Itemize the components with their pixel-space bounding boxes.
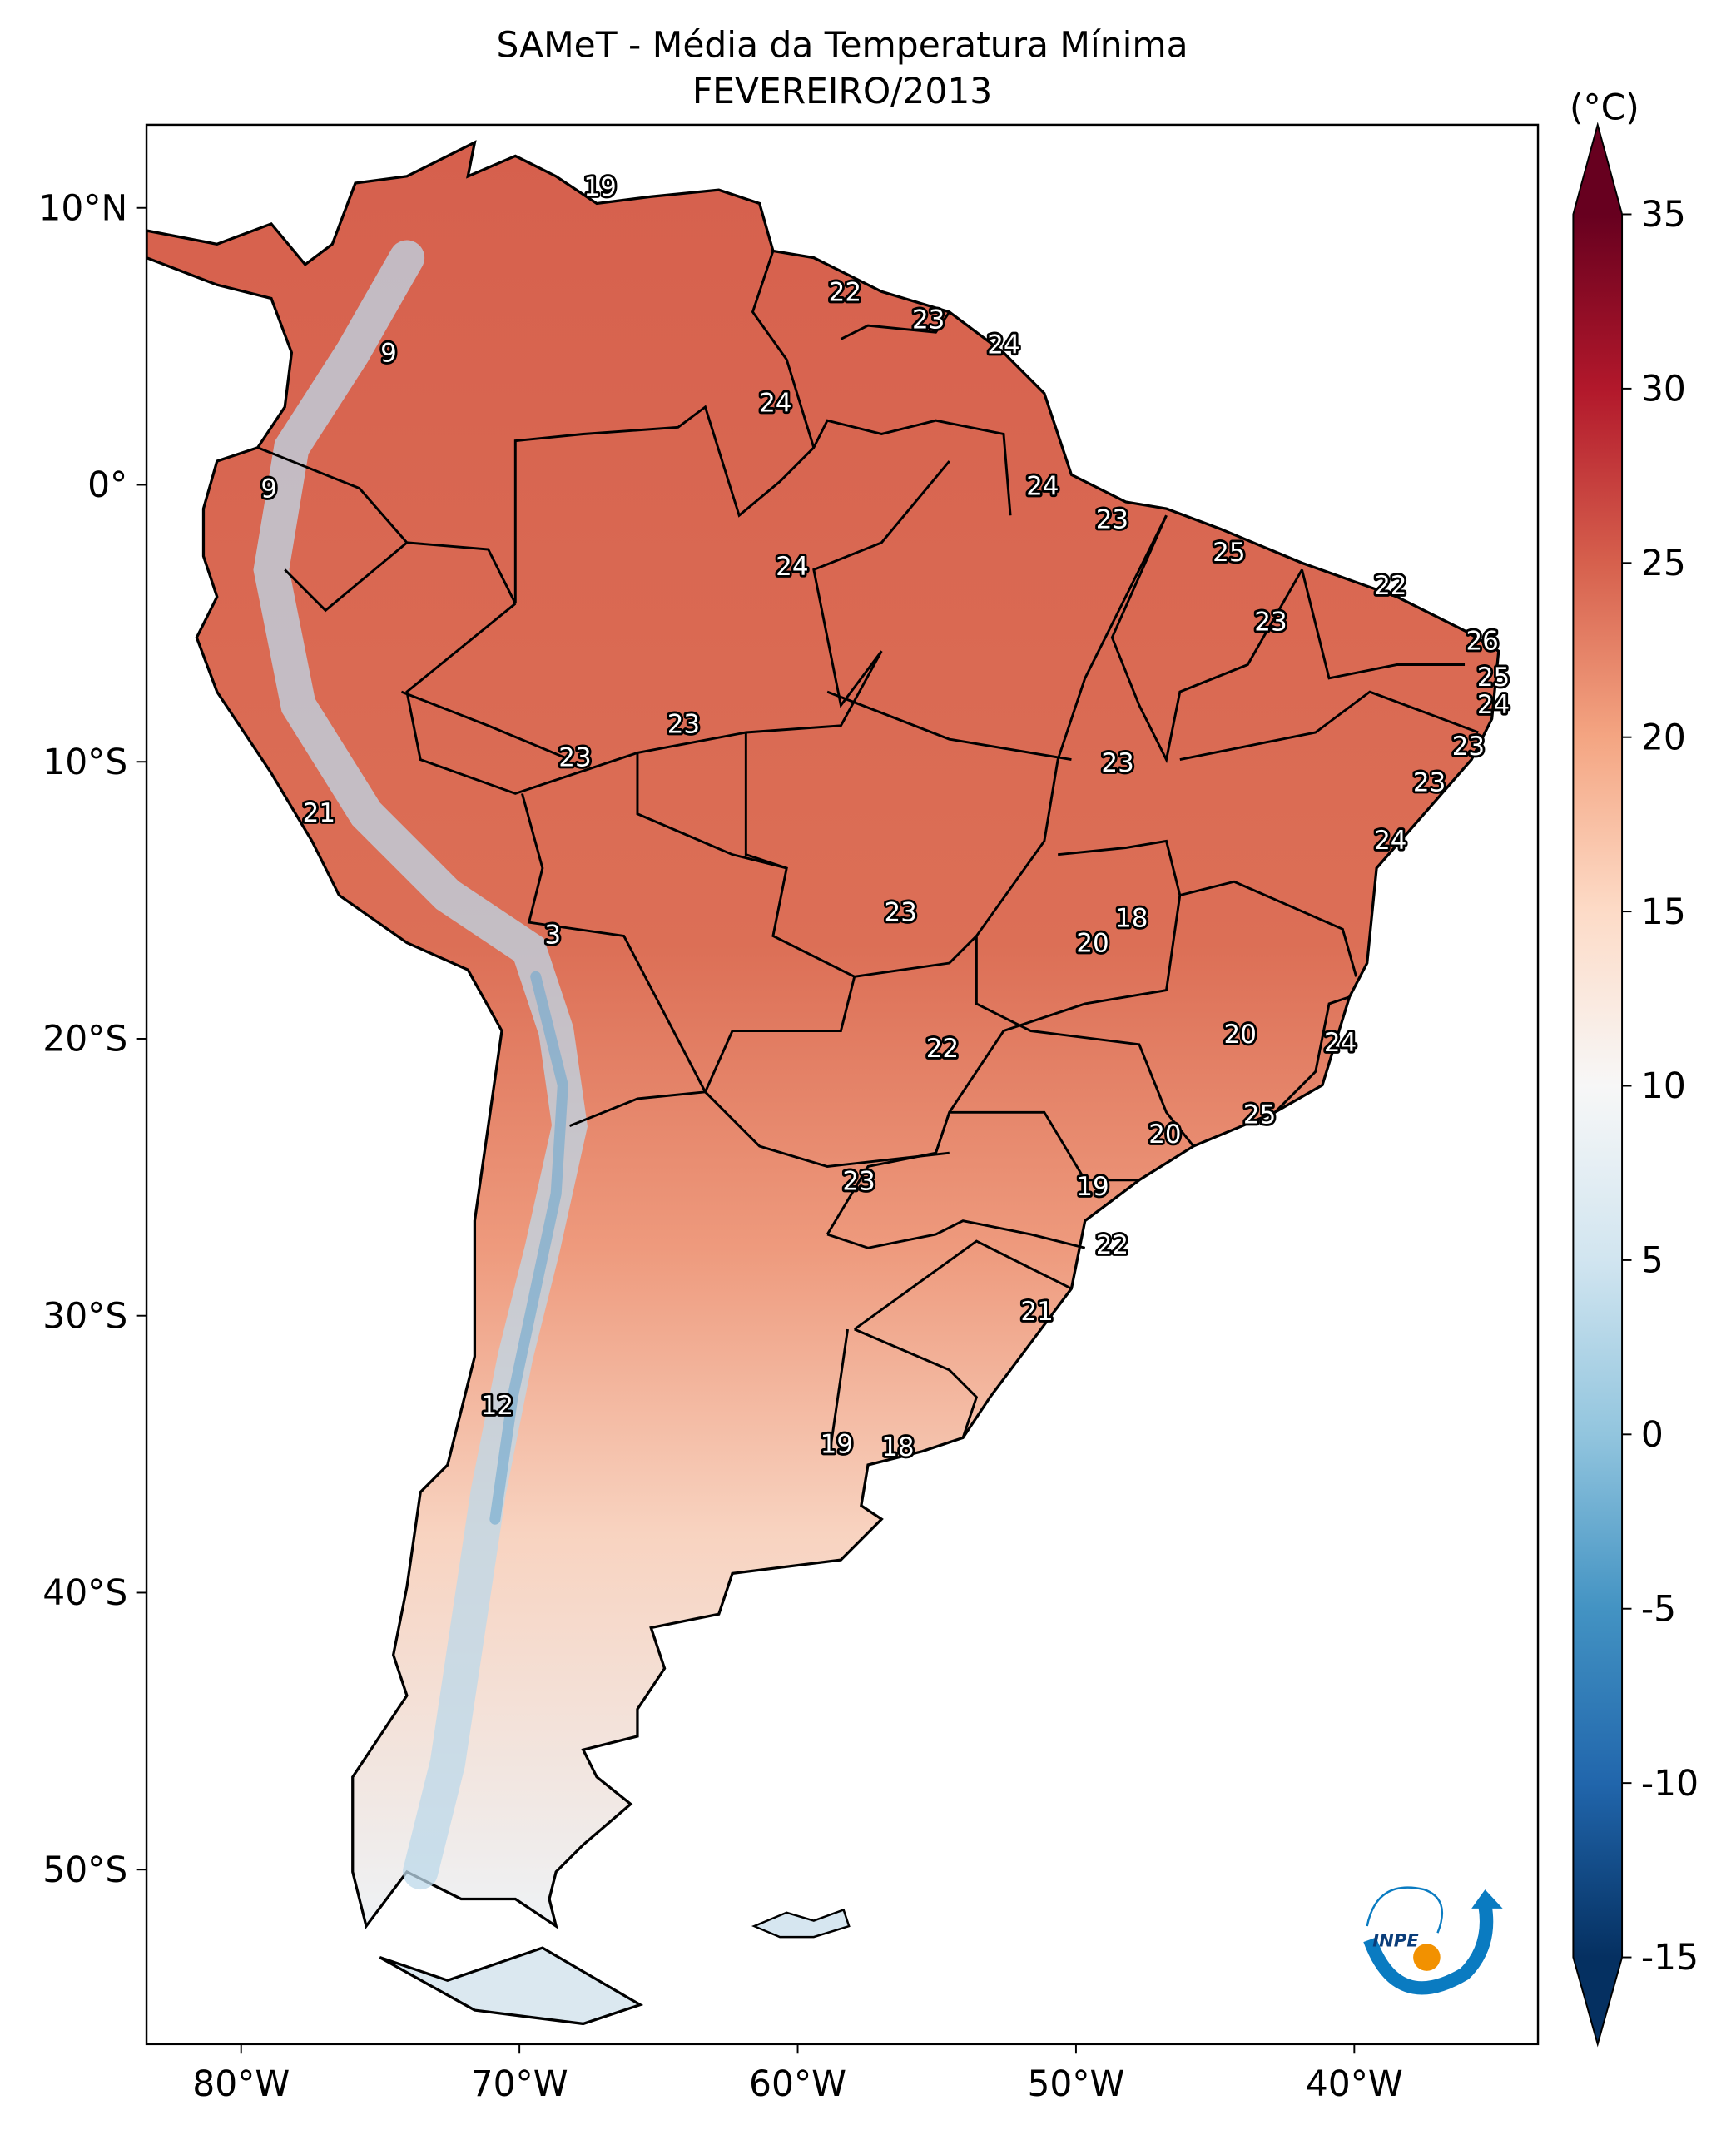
y-tick-label: 10°S: [42, 742, 127, 782]
colorbar: (°C) 35 30 25 20 15 10 5 0 -5 -10 -15: [1570, 87, 1699, 2048]
south-america-land: [146, 140, 1500, 1929]
station-label: 23: [1101, 748, 1133, 778]
station-label: 24: [1477, 690, 1510, 720]
colorbar-unit: (°C): [1570, 87, 1639, 127]
station-label: 24: [987, 330, 1019, 360]
station-label: 23: [1452, 732, 1485, 762]
inpe-logo-sun: [1413, 1944, 1441, 1971]
colorbar-tick-label: -5: [1641, 1588, 1676, 1629]
y-tick-label: 10°N: [38, 187, 127, 228]
y-tick-label: 50°S: [42, 1849, 127, 1890]
station-label: 25: [1477, 663, 1510, 693]
station-label: 23: [1096, 504, 1128, 534]
y-tick-label: 0°: [87, 464, 127, 505]
y-tick-label: 20°S: [42, 1019, 127, 1060]
x-tick-label: 70°W: [471, 2063, 568, 2104]
station-label: 26: [1466, 627, 1498, 657]
colorbar-tick-label: 35: [1641, 194, 1686, 235]
y-tick-label: 30°S: [42, 1295, 127, 1336]
inpe-logo-arrow-icon: [1471, 1889, 1503, 1909]
colorbar-tick-label: 15: [1641, 891, 1686, 932]
map-frame: [145, 123, 1540, 2046]
station-label: 22: [926, 1034, 959, 1064]
inpe-logo-orbit: [1366, 1886, 1444, 1934]
map-title: SAMeT - Média da Temperatura Mínima: [496, 24, 1188, 65]
y-axis-ticks: 10°N 0° 10°S 20°S 30°S 40°S 50°S: [38, 187, 147, 1890]
station-label: 23: [558, 742, 591, 772]
colorbar-min-extend: [1573, 1957, 1623, 2044]
colorbar-tick-label: -15: [1641, 1937, 1699, 1978]
station-label: 24: [776, 552, 808, 582]
colorbar-max-extend: [1573, 124, 1623, 215]
station-label: 23: [912, 305, 945, 335]
station-label: 24: [1026, 471, 1059, 501]
station-label: 20: [1076, 928, 1109, 958]
station-label: 23: [1413, 767, 1446, 797]
colorbar-tick-label: -10: [1641, 1763, 1699, 1804]
political-borders: [257, 251, 1479, 1452]
station-label: 9: [380, 339, 397, 369]
station-label: 20: [1148, 1120, 1181, 1149]
x-tick-label: 50°W: [1027, 2063, 1124, 2104]
colorbar-ticks: 35 30 25 20 15 10 5 0 -5 -10 -15: [1622, 194, 1699, 1978]
station-label: 18: [1115, 903, 1148, 933]
station-label: 18: [881, 1432, 914, 1462]
station-label: 25: [1243, 1100, 1276, 1130]
station-label: 25: [1213, 538, 1245, 568]
colorbar-tick-label: 5: [1641, 1240, 1664, 1281]
y-tick-label: 40°S: [42, 1572, 127, 1613]
colorbar-tick-label: 0: [1641, 1414, 1664, 1455]
tierra-del-fuego: [379, 1946, 644, 2026]
station-label: 23: [667, 709, 700, 739]
station-label: 19: [583, 172, 616, 202]
station-label: 9: [260, 474, 277, 504]
station-label: 19: [1076, 1172, 1109, 1202]
inpe-logo-text: INPE: [1372, 1930, 1419, 1951]
station-label: 22: [1096, 1230, 1128, 1260]
station-label: 24: [759, 388, 791, 418]
x-tick-label: 40°W: [1306, 2063, 1403, 2104]
station-label: 24: [1324, 1028, 1357, 1058]
station-label: 22: [829, 277, 861, 307]
x-tick-label: 60°W: [749, 2063, 846, 2104]
station-label: 21: [303, 798, 335, 828]
colorbar-tick-label: 30: [1641, 369, 1686, 410]
station-label: 20: [1224, 1020, 1257, 1050]
station-label: 21: [1020, 1297, 1053, 1327]
station-label: 23: [885, 898, 917, 928]
station-label: 19: [821, 1430, 853, 1460]
inpe-logo-swoosh: [1363, 1904, 1494, 1995]
x-axis-ticks: 80°W 70°W 60°W 50°W 40°W: [192, 2043, 1403, 2104]
inpe-logo: INPE: [1363, 1886, 1503, 1995]
station-label: 12: [481, 1391, 513, 1421]
colorbar-gradient: [1573, 214, 1623, 1958]
falkland-islands: [751, 1908, 851, 1939]
colorbar-tick-label: 20: [1641, 717, 1686, 757]
station-label: 23: [842, 1167, 875, 1197]
station-label: 24: [1374, 826, 1406, 856]
colorbar-tick-label: 10: [1641, 1065, 1686, 1106]
station-label: 3: [544, 920, 561, 950]
station-label: 23: [1254, 607, 1287, 637]
colorbar-tick-label: 25: [1641, 543, 1686, 583]
map-subtitle: FEVEREIRO/2013: [692, 71, 992, 112]
x-tick-label: 80°W: [192, 2063, 290, 2104]
station-label: 22: [1374, 571, 1406, 601]
andes-coldest-core: [489, 971, 568, 1525]
